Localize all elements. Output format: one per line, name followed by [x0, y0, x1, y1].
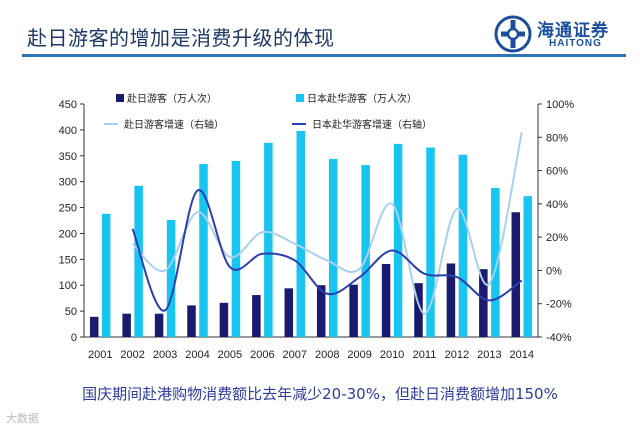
bar-japan-visitors	[316, 285, 326, 337]
lines	[131, 132, 523, 315]
bar-japan-visitors	[252, 295, 261, 337]
bar-japan-visitors	[89, 316, 99, 337]
bar-japan-to-china	[134, 185, 143, 337]
x-tick-label: 2011	[413, 349, 437, 361]
x-tick-label: 2002	[120, 349, 144, 361]
legend-label: 赴日游客（万人次）	[127, 92, 217, 105]
left-tick-label: 200	[59, 228, 77, 240]
bar-japan-visitors	[219, 302, 229, 337]
bar-japan-to-china	[523, 196, 533, 337]
right-tick-label: -20%	[546, 299, 572, 311]
bars	[89, 130, 533, 337]
right-tick-label: 0%	[546, 265, 562, 277]
left-tick-label: 50	[65, 306, 77, 318]
right-tick-label: -40%	[546, 332, 572, 344]
bar-japan-visitors	[381, 263, 391, 337]
left-axis-ticks: 0 50 100 150 200 250 300 350 400 450	[59, 99, 84, 344]
bar-japan-visitors	[511, 212, 521, 337]
legend-label: 日本赴华游客（万人次）	[307, 92, 417, 105]
bar-japan-visitors	[414, 283, 423, 337]
x-tick-label: 2009	[347, 349, 371, 361]
bar-japan-visitors	[187, 305, 196, 337]
bar-japan-to-china	[199, 164, 208, 337]
right-tick-label: 100%	[546, 99, 574, 111]
line-japan-to-china-growth	[131, 189, 523, 312]
bar-japan-to-china	[264, 142, 273, 337]
bar-japan-visitors	[122, 313, 131, 337]
right-tick-label: 20%	[546, 232, 568, 244]
left-tick-label: 150	[59, 254, 77, 266]
left-tick-label: 300	[59, 177, 77, 189]
watermark: 大数据	[6, 412, 39, 425]
bar-japan-to-china	[166, 219, 176, 337]
logo-english-name: HAITONG	[549, 38, 602, 49]
bar-japan-visitors	[446, 263, 456, 337]
bar-japan-visitors	[479, 269, 488, 337]
haitong-logo: 海通证券 HAITONG	[493, 14, 628, 54]
bar-japan-to-china	[426, 147, 435, 337]
x-axis-ticks: 2001 2002 2003 2004 2005 2006 2007 2008 2009 2010…	[88, 349, 534, 361]
legend-label: 日本赴华游客增速（右轴）	[312, 118, 432, 131]
legend-swatch	[116, 94, 124, 102]
left-tick-label: 400	[59, 125, 77, 137]
x-tick-label: 2013	[477, 349, 501, 361]
left-tick-label: 0	[71, 332, 77, 344]
bar-japan-to-china	[101, 213, 111, 337]
x-tick-label: 2003	[153, 349, 177, 361]
left-tick-label: 350	[59, 151, 77, 163]
x-tick-label: 2005	[218, 349, 242, 361]
bar-japan-to-china	[361, 165, 370, 337]
legend-swatch	[296, 94, 304, 102]
right-tick-label: 80%	[546, 132, 568, 144]
left-tick-label: 250	[59, 203, 77, 215]
right-tick-label: 60%	[546, 166, 568, 178]
bar-japan-visitors	[284, 288, 294, 337]
bar-japan-to-china	[231, 160, 241, 337]
x-tick-label: 2006	[250, 349, 274, 361]
bar-japan-to-china	[393, 143, 403, 337]
bar-japan-to-china	[296, 130, 306, 337]
x-tick-label: 2007	[283, 349, 307, 361]
left-tick-label: 450	[59, 99, 77, 111]
combo-chart: 0 50 100 150 200 250 300 350 400 450 -40% -20% 0% 20…	[59, 92, 575, 361]
legend-label: 赴日游客增速（右轴）	[124, 118, 224, 131]
x-tick-label: 2001	[88, 349, 112, 361]
x-tick-label: 2014	[510, 349, 534, 361]
right-axis-ticks: -40% -20% 0% 20% 40% 60% 80% 100%	[538, 99, 574, 344]
x-tick-label: 2004	[185, 349, 209, 361]
legend: 赴日游客（万人次） 日本赴华游客（万人次） 赴日游客增速（右轴） 日本赴华游客增速（右…	[104, 92, 432, 131]
bar-japan-visitors	[154, 313, 164, 337]
bar-japan-visitors	[349, 284, 358, 337]
left-tick-label: 100	[59, 280, 77, 292]
bar-japan-to-china	[328, 158, 338, 337]
haitong-emblem-icon	[494, 15, 532, 53]
bar-japan-to-china	[458, 154, 468, 337]
title-divider	[22, 54, 626, 57]
x-tick-label: 2010	[380, 349, 404, 361]
line-japan-visitors-growth	[131, 132, 523, 315]
x-tick-label: 2012	[445, 349, 469, 361]
right-tick-label: 40%	[546, 199, 568, 211]
logo-chinese-name: 海通证券	[537, 21, 609, 41]
page-title: 赴日游客的增加是消费升级的体现	[27, 26, 335, 50]
caption: 国庆期间赴港购物消费额比去年减少20-30%，但赴日消费额增加150%	[82, 385, 558, 403]
x-tick-label: 2008	[315, 349, 339, 361]
bar-japan-to-china	[491, 187, 500, 337]
